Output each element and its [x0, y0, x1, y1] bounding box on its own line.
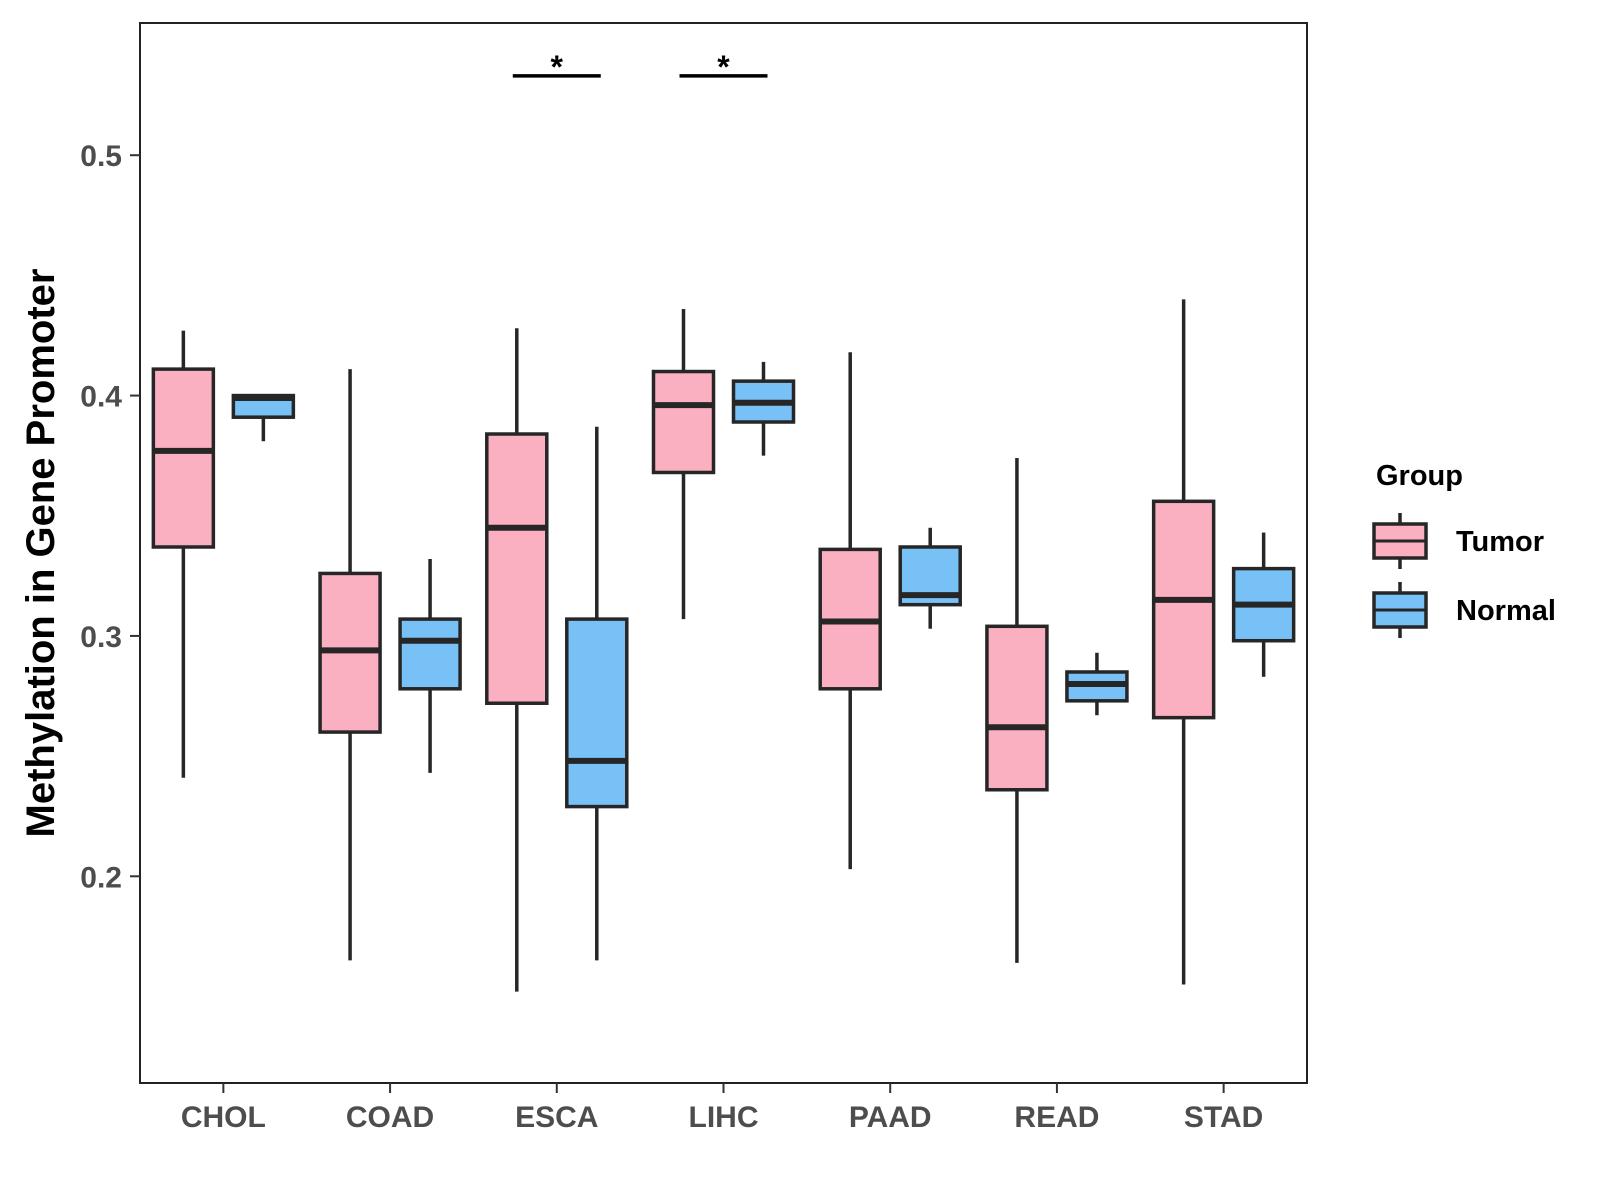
x-tick-label-esca: ESCA: [515, 1101, 598, 1134]
box-tumor-paad: [818, 352, 882, 870]
x-tick-label-lihc: LIHC: [689, 1101, 759, 1134]
box-tumor-stad: [1151, 299, 1216, 985]
box-iqr: [985, 624, 1049, 792]
legend-keys: Tumor Normal: [1372, 513, 1556, 638]
legend-title: Group: [1376, 460, 1463, 492]
x-tick-label-paad: PAAD: [849, 1101, 932, 1134]
x-tick-label-coad: COAD: [346, 1101, 434, 1134]
box-normal-lihc: [731, 361, 796, 456]
significance-star: *: [551, 49, 564, 85]
legend-label-tumor: Tumor: [1456, 526, 1544, 558]
boxes-layer: [151, 299, 1296, 992]
legend: Group Tumor Normal: [1372, 460, 1556, 638]
y-tick-label: 0.2: [80, 861, 122, 894]
y-tick-label: 0.5: [80, 140, 122, 173]
box-iqr: [565, 617, 629, 809]
significance-annotations: * *: [512, 49, 768, 85]
y-axis: 0.2 0.3 0.4 0.5: [80, 140, 140, 894]
box-iqr: [651, 369, 716, 475]
x-tick-label-read: READ: [1014, 1101, 1099, 1134]
box-normal-coad: [398, 559, 462, 773]
box-tumor-lihc: [651, 309, 716, 620]
x-axis: CHOL COAD ESCA LIHC PAAD READ STAD: [181, 1083, 1263, 1134]
x-tick-label-chol: CHOL: [181, 1101, 266, 1134]
legend-label-normal: Normal: [1456, 595, 1556, 627]
box-iqr: [1151, 499, 1216, 720]
box-tumor-esca: [485, 328, 549, 992]
box-tumor-read: [985, 458, 1049, 963]
box-normal-chol: [231, 393, 296, 442]
legend-key-tumor: Tumor: [1372, 513, 1544, 569]
box-iqr: [485, 432, 549, 705]
significance-star: *: [717, 49, 730, 85]
y-axis-title: Methylation in Gene Promoter: [19, 269, 63, 838]
box-tumor-coad: [318, 369, 382, 961]
box-normal-read: [1065, 652, 1129, 716]
box-normal-esca: [565, 426, 629, 961]
box-iqr: [398, 617, 462, 691]
plot-panel: [139, 22, 1308, 1084]
box-normal-stad: [1231, 532, 1296, 677]
box-normal-paad: [898, 527, 962, 629]
x-tick-label-stad: STAD: [1184, 1101, 1263, 1134]
box-tumor-chol: [151, 330, 216, 778]
box-iqr: [151, 367, 216, 549]
y-tick-label: 0.3: [80, 621, 122, 654]
y-tick-label: 0.4: [80, 381, 122, 414]
legend-key-normal: Normal: [1372, 582, 1556, 638]
